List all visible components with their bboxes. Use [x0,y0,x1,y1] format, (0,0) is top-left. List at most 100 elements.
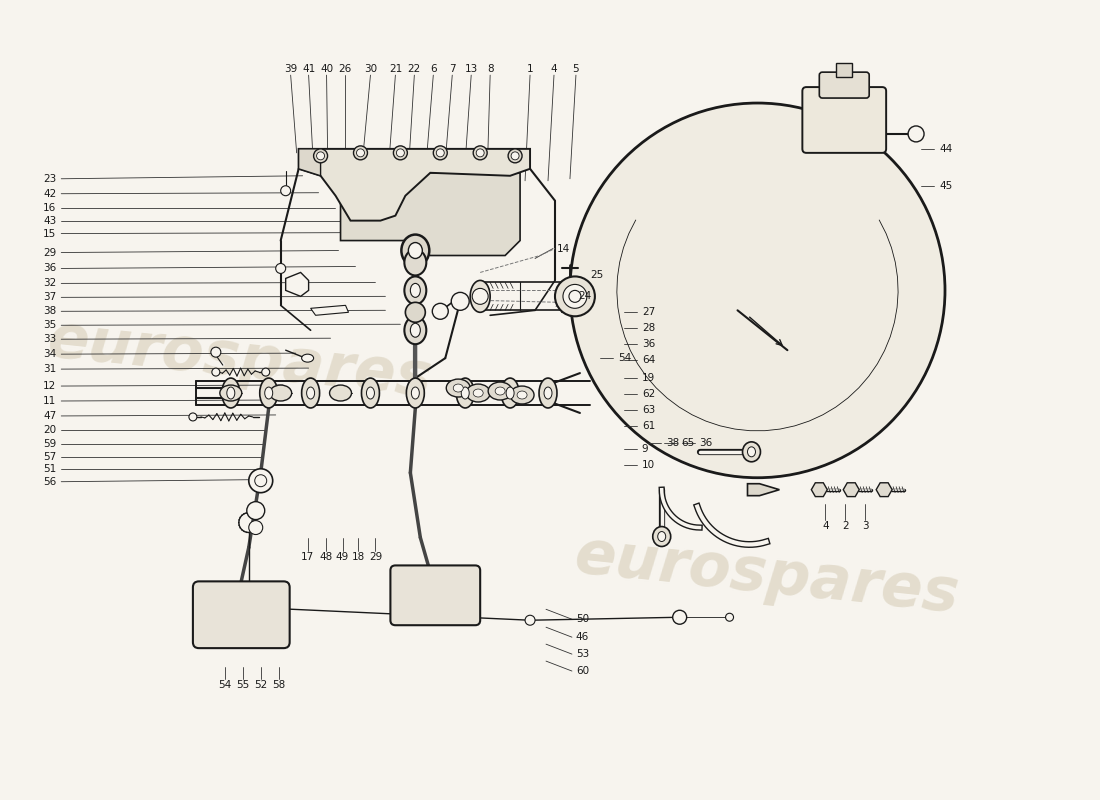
Circle shape [212,368,220,376]
Circle shape [570,103,945,478]
Circle shape [249,521,263,534]
Ellipse shape [506,387,514,399]
Circle shape [433,146,448,160]
Text: 29: 29 [43,247,56,258]
Text: 18: 18 [352,553,365,562]
Text: 52: 52 [254,680,267,690]
Ellipse shape [366,387,374,399]
Circle shape [262,368,270,376]
Circle shape [673,610,686,624]
Ellipse shape [652,526,671,546]
Text: 47: 47 [43,411,56,421]
Ellipse shape [330,385,352,401]
Text: 28: 28 [641,323,654,334]
Ellipse shape [405,316,427,344]
Text: 38: 38 [43,306,56,316]
Ellipse shape [502,378,519,408]
Text: 3: 3 [862,521,869,530]
Text: 23: 23 [43,174,56,184]
Text: 42: 42 [43,189,56,198]
Circle shape [353,146,367,160]
Text: 64: 64 [641,355,654,365]
Text: 55: 55 [236,680,250,690]
Polygon shape [748,484,780,496]
Circle shape [280,186,290,196]
Ellipse shape [411,387,419,399]
Text: 34: 34 [43,349,56,359]
Bar [836,63,852,77]
FancyBboxPatch shape [390,566,481,626]
Text: 36: 36 [43,263,56,274]
Circle shape [249,469,273,493]
Polygon shape [341,173,520,255]
Text: 32: 32 [43,278,56,289]
Text: 24: 24 [578,291,591,302]
Circle shape [432,303,449,319]
Text: 7: 7 [449,64,455,74]
Text: 44: 44 [939,144,953,154]
Text: 37: 37 [43,292,56,302]
Ellipse shape [473,389,483,397]
Circle shape [909,126,924,142]
Circle shape [317,152,324,160]
Ellipse shape [453,384,463,392]
Text: 11: 11 [43,396,56,406]
Circle shape [476,149,484,157]
Text: 63: 63 [641,405,654,415]
Circle shape [314,149,328,163]
Text: 59: 59 [43,439,56,449]
Polygon shape [844,482,859,497]
Ellipse shape [301,354,314,362]
Circle shape [356,149,364,157]
Ellipse shape [301,378,320,408]
Text: 33: 33 [43,334,56,344]
Circle shape [276,263,286,274]
Circle shape [508,149,522,163]
Ellipse shape [748,447,756,457]
Polygon shape [298,149,530,221]
Circle shape [394,146,407,160]
Text: 20: 20 [43,425,56,435]
Text: 51: 51 [43,464,56,474]
Text: eurospares: eurospares [572,526,962,625]
FancyBboxPatch shape [192,582,289,648]
Text: 57: 57 [43,452,56,462]
Text: 2: 2 [842,521,848,530]
Ellipse shape [227,387,234,399]
Text: 39: 39 [284,64,297,74]
Ellipse shape [410,323,420,338]
Circle shape [473,146,487,160]
Text: 40: 40 [320,64,333,74]
Text: 58: 58 [272,680,285,690]
Ellipse shape [495,387,505,395]
Circle shape [569,290,581,302]
Text: 45: 45 [939,181,953,190]
Text: 35: 35 [43,320,56,330]
Text: 5: 5 [573,64,580,74]
Ellipse shape [402,234,429,266]
Text: 13: 13 [464,64,477,74]
Text: 46: 46 [576,632,590,642]
Text: 60: 60 [576,666,590,676]
Ellipse shape [265,387,273,399]
Text: 27: 27 [641,307,654,318]
Ellipse shape [406,302,426,322]
Text: 19: 19 [641,373,654,383]
Ellipse shape [466,384,491,402]
Text: 49: 49 [336,553,349,562]
Ellipse shape [270,385,292,401]
Text: 10: 10 [641,460,654,470]
Ellipse shape [410,283,420,298]
Ellipse shape [517,391,527,399]
Text: 1: 1 [527,64,534,74]
Ellipse shape [539,378,557,408]
Ellipse shape [222,378,240,408]
Circle shape [563,285,587,308]
Text: 29: 29 [368,553,382,562]
Polygon shape [298,149,320,176]
Polygon shape [286,273,309,296]
Circle shape [437,149,444,157]
Ellipse shape [260,378,277,408]
Ellipse shape [405,277,427,304]
Ellipse shape [742,442,760,462]
